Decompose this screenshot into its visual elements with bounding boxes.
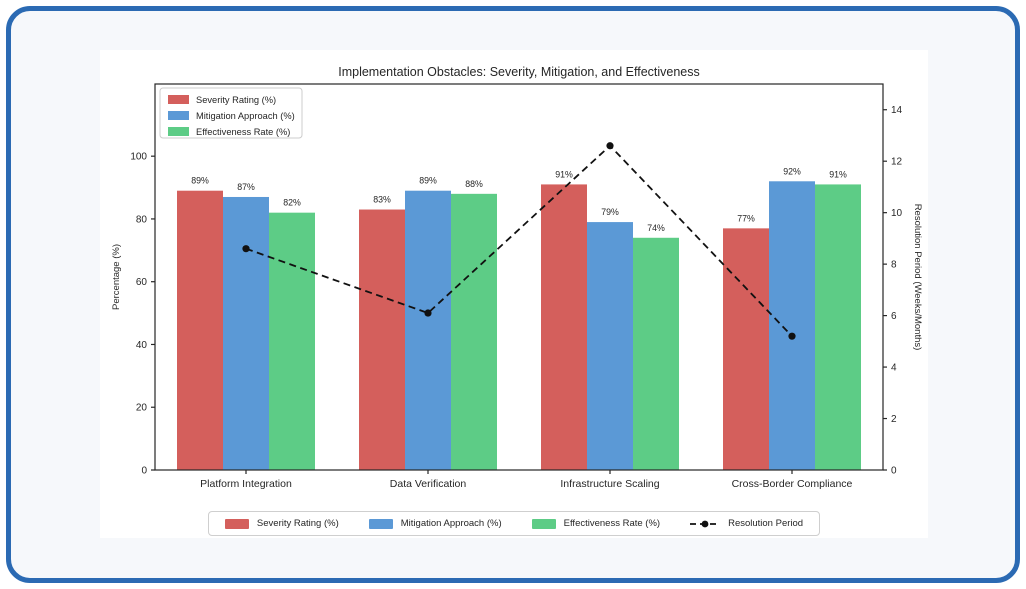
y2-tick-label: 14 [891, 105, 903, 116]
bar-severity-rating--1 [359, 209, 405, 471]
x-tick-label: Platform Integration [200, 478, 292, 490]
top-legend-label-1: Mitigation Approach (%) [196, 111, 295, 121]
bar-mitigation-approach--0 [223, 196, 269, 470]
y2-tick-label: 2 [891, 414, 897, 425]
bottom-legend-swatch-2 [531, 518, 556, 529]
bottom-legend-label-0: Severity Rating (%) [256, 518, 339, 529]
bar-effectiveness-rate--3 [815, 184, 861, 470]
y2-tick-label: 6 [891, 311, 897, 322]
bar-effectiveness-rate--0 [269, 212, 315, 470]
frame-border: Implementation Obstacles: Severity, Miti… [6, 6, 1020, 583]
bar-severity-rating--3 [723, 228, 769, 470]
chart-title: Implementation Obstacles: Severity, Miti… [338, 65, 700, 79]
bottom-legend-box: Severity Rating (%) Mitigation Approach (… [207, 511, 821, 536]
top-legend-swatch-2 [168, 127, 189, 136]
y-tick-label: 0 [141, 466, 147, 477]
bottom-legend-label-1: Mitigation Approach (%) [400, 518, 502, 529]
bar-value-label: 82% [283, 198, 301, 208]
y2-tick-label: 8 [891, 260, 897, 271]
bottom-legend-item-1: Mitigation Approach (%) [368, 518, 502, 529]
resolution-period-line [245, 144, 793, 337]
bar-value-label: 87% [237, 182, 255, 192]
y2-tick-label: 4 [891, 363, 897, 374]
bar-value-label: 74% [647, 223, 665, 233]
top-legend-box [159, 87, 303, 139]
bar-severity-rating--0 [177, 190, 223, 470]
bar-mitigation-approach--2 [587, 222, 633, 470]
bar-value-label: 77% [737, 213, 755, 223]
y-tick-label: 60 [136, 277, 148, 288]
bar-mitigation-approach--1 [405, 190, 451, 470]
chart-svg: Implementation Obstacles: Severity, Miti… [111, 65, 923, 490]
y-tick-label: 100 [130, 152, 147, 163]
resolution-period-marker-0 [242, 245, 250, 253]
plot-area: 89%83%91%77%87%89%79%92%82%88%74%91%0204… [130, 83, 903, 490]
x-tick-label: Infrastructure Scaling [560, 478, 659, 490]
bar-value-label: 79% [601, 207, 619, 217]
bar-value-label: 89% [419, 176, 437, 186]
bar-value-label: 91% [555, 169, 573, 179]
bottom-legend-label-3: Resolution Period [728, 518, 804, 529]
bottom-legend-item-0: Severity Rating (%) [224, 518, 339, 529]
bar-value-label: 89% [191, 176, 209, 186]
y-axis-label-left: Percentage (%) [111, 244, 122, 310]
bar-value-label: 88% [465, 179, 483, 189]
bottom-legend-item-2: Effectiveness Rate (%) [531, 518, 661, 529]
top-legend-swatch-1 [168, 111, 189, 120]
x-tick-label: Cross-Border Compliance [732, 478, 853, 490]
bar-effectiveness-rate--2 [633, 237, 679, 470]
y-tick-label: 40 [136, 340, 148, 351]
bottom-legend-item-3: Resolution Period [690, 518, 803, 530]
bar-severity-rating--2 [541, 184, 587, 470]
top-legend-swatch-0 [168, 95, 189, 104]
bottom-legend-label-2: Effectiveness Rate (%) [563, 518, 661, 529]
bar-effectiveness-rate--1 [451, 193, 497, 470]
resolution-period-legend-marker [690, 520, 721, 527]
resolution-period-marker-3 [788, 332, 796, 340]
bottom-legend: Severity Rating (%) Mitigation Approach (… [100, 511, 928, 536]
y-axis-label-right: Resolution Period (Weeks/Months) [912, 204, 923, 351]
chart-figure: Implementation Obstacles: Severity, Miti… [100, 50, 928, 538]
y-tick-label: 20 [136, 403, 148, 414]
y2-tick-label: 0 [891, 466, 897, 477]
axes-box [154, 83, 884, 471]
bar-value-label: 83% [373, 195, 391, 205]
resolution-period-marker-1 [424, 309, 432, 317]
top-legend-label-2: Effectiveness Rate (%) [196, 127, 290, 137]
top-legend-label-0: Severity Rating (%) [196, 95, 276, 105]
bar-value-label: 91% [829, 169, 847, 179]
bottom-legend-swatch-1 [368, 518, 393, 529]
bar-value-label: 92% [783, 166, 801, 176]
y-tick-label: 80 [136, 214, 148, 225]
bottom-legend-swatch-0 [224, 518, 249, 529]
y2-tick-label: 12 [891, 157, 903, 168]
y2-tick-label: 10 [891, 208, 903, 219]
x-tick-label: Data Verification [390, 478, 467, 490]
bar-mitigation-approach--3 [769, 181, 815, 470]
resolution-period-marker-2 [606, 142, 614, 150]
